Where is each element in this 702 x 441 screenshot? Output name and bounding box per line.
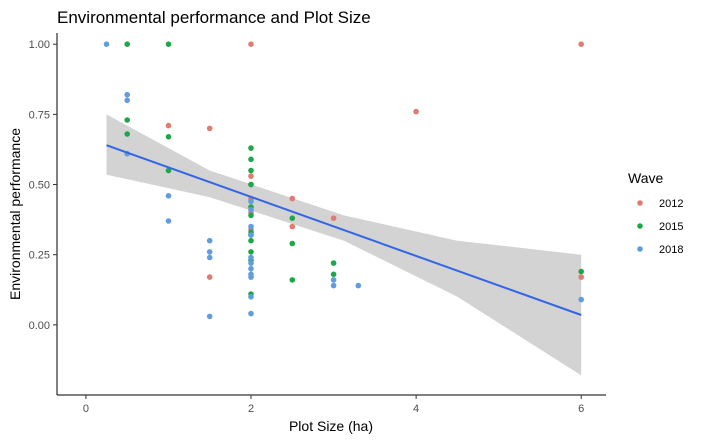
data-point-2018 bbox=[248, 207, 254, 213]
legend-title: Wave bbox=[628, 170, 663, 186]
legend: Wave 2012 2015 2018 bbox=[628, 170, 683, 256]
legend-key-2018 bbox=[637, 246, 643, 252]
data-point-2015 bbox=[248, 249, 254, 255]
data-point-2018 bbox=[165, 193, 172, 199]
data-point-2012 bbox=[578, 41, 584, 47]
data-point-2018 bbox=[248, 198, 254, 205]
y-axis-title: Environmental performance bbox=[7, 128, 23, 300]
data-point-2018 bbox=[248, 223, 254, 230]
data-point-2015 bbox=[578, 268, 584, 275]
chart-title: Environmental performance and Plot Size bbox=[57, 8, 371, 27]
data-point-2018 bbox=[330, 277, 337, 283]
x-tick-label: 0 bbox=[83, 403, 89, 415]
data-point-2015 bbox=[248, 181, 254, 188]
x-axis-title: Plot Size (ha) bbox=[289, 418, 373, 434]
data-point-2018 bbox=[248, 274, 254, 280]
data-point-2012 bbox=[206, 125, 213, 132]
data-point-2018 bbox=[124, 97, 130, 104]
legend-label-2018: 2018 bbox=[659, 244, 683, 256]
y-tick-label: 0.50 bbox=[29, 180, 50, 192]
data-point-2018 bbox=[248, 294, 254, 300]
data-point-2015 bbox=[248, 237, 254, 244]
data-point-2018 bbox=[206, 237, 213, 244]
data-point-2012 bbox=[413, 108, 419, 115]
data-point-2018 bbox=[248, 265, 254, 272]
legend-label-2012: 2012 bbox=[659, 198, 683, 210]
y-tick-label: 0.00 bbox=[29, 320, 50, 332]
data-point-2018 bbox=[248, 260, 254, 266]
x-tick-label: 4 bbox=[413, 403, 419, 415]
data-point-2015 bbox=[248, 145, 254, 151]
legend-key-2015 bbox=[637, 223, 643, 229]
data-point-2012 bbox=[289, 223, 296, 230]
legend-key-2012 bbox=[637, 200, 643, 206]
trend-line bbox=[106, 144, 582, 316]
data-point-2018 bbox=[124, 91, 130, 98]
data-point-2015 bbox=[124, 131, 130, 137]
data-point-2018 bbox=[578, 296, 584, 303]
data-point-2018 bbox=[355, 282, 362, 289]
data-point-2018 bbox=[206, 249, 213, 255]
data-point-2012 bbox=[248, 173, 254, 179]
x-tick-label: 2 bbox=[248, 403, 254, 415]
data-point-2012 bbox=[165, 122, 172, 129]
data-point-2015 bbox=[165, 134, 172, 140]
data-point-2015 bbox=[165, 167, 172, 174]
data-point-2015 bbox=[330, 260, 337, 266]
data-point-2015 bbox=[124, 117, 130, 123]
data-point-2015 bbox=[248, 167, 254, 174]
data-point-2018 bbox=[165, 218, 172, 224]
data-point-2015 bbox=[248, 156, 254, 163]
data-point-2012 bbox=[206, 274, 213, 280]
data-point-2012 bbox=[578, 274, 584, 280]
data-point-2018 bbox=[206, 254, 213, 261]
x-axis-ticks: 0 2 4 6 bbox=[83, 395, 584, 415]
data-point-2015 bbox=[289, 277, 296, 283]
data-point-2018 bbox=[103, 41, 110, 47]
confidence-band-area bbox=[106, 114, 582, 376]
y-axis-ticks: 0.00 0.25 0.50 0.75 1.00 bbox=[29, 39, 57, 332]
data-point-2018 bbox=[248, 254, 254, 261]
legend-label-2015: 2015 bbox=[659, 221, 683, 233]
trend-line-path bbox=[106, 144, 582, 316]
x-tick-label: 6 bbox=[578, 403, 584, 415]
data-point-2015 bbox=[248, 212, 254, 219]
y-tick-label: 0.75 bbox=[29, 109, 50, 121]
data-point-2018 bbox=[330, 282, 337, 289]
data-point-2015 bbox=[165, 41, 172, 47]
data-point-2015 bbox=[330, 271, 337, 278]
y-tick-label: 0.25 bbox=[29, 250, 50, 262]
data-point-2015 bbox=[289, 240, 296, 247]
y-tick-label: 1.00 bbox=[29, 39, 50, 51]
data-point-2015 bbox=[289, 215, 296, 221]
points bbox=[103, 41, 584, 320]
data-point-2018 bbox=[206, 313, 213, 320]
data-point-2012 bbox=[289, 195, 296, 202]
data-point-2018 bbox=[248, 310, 254, 317]
data-point-2018 bbox=[248, 232, 254, 238]
data-point-2015 bbox=[124, 41, 130, 47]
data-point-2012 bbox=[330, 215, 337, 221]
confidence-band bbox=[106, 114, 582, 376]
data-point-2012 bbox=[248, 41, 254, 47]
